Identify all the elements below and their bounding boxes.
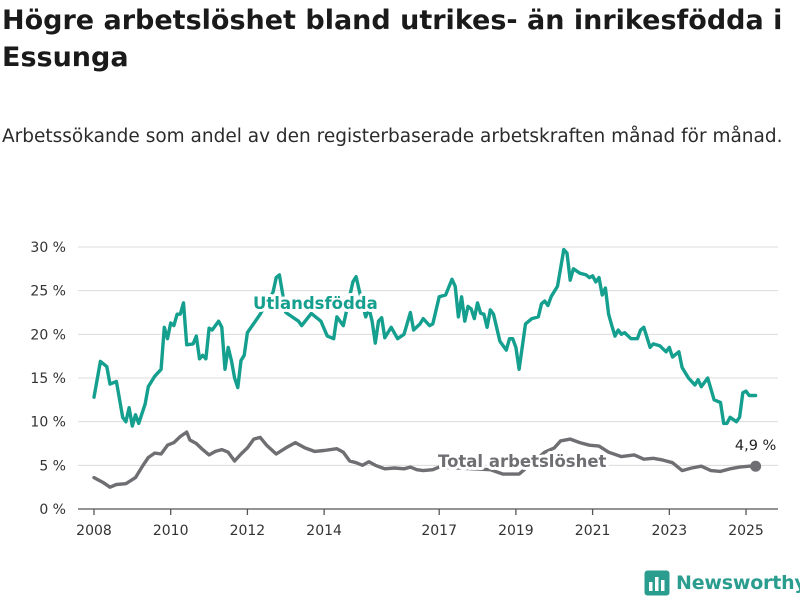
chart-subtitle: Arbetssökande som andel av den registerb…: [2, 126, 783, 147]
chart-title: Högre arbetslöshet bland utrikes- än inr…: [2, 5, 783, 73]
series-line-utlandsfodda: [92, 247, 758, 428]
end-value-label: 4,9 %: [735, 438, 776, 454]
y-tick-label: 25 %: [30, 284, 66, 300]
y-tick-label: 30 %: [30, 240, 66, 256]
x-tick-label: 2023: [652, 523, 688, 539]
x-tick-label: 2008: [76, 523, 112, 539]
series-line-total: [92, 430, 758, 489]
y-tick-label: 15 %: [30, 371, 66, 387]
x-tick-label: 2010: [153, 523, 189, 539]
newsworthy-logo: Newsworthy: [644, 569, 800, 597]
x-tick-label: 2025: [728, 523, 764, 539]
y-tick-label: 10 %: [30, 415, 66, 431]
grid-layer: [78, 246, 778, 466]
x-tick-label: 2019: [498, 523, 534, 539]
y-tick-label: 5 %: [39, 458, 66, 474]
x-tick-label: 2014: [306, 523, 342, 539]
axis-layer: 0 % 5 % 10 % 15 % 20 % 25 % 30 % 2008 2010 2012 20…: [30, 240, 778, 539]
x-tick-label: 2012: [230, 523, 266, 539]
series-end-marker: [750, 460, 762, 472]
series-label-total: Total arbetslöshet: [438, 452, 607, 471]
logo-text: Newsworthy: [676, 572, 800, 594]
series-layer: [92, 247, 762, 489]
series-label-total-halo: Total arbetslöshet: [438, 452, 607, 471]
y-tick-label: 20 %: [30, 327, 66, 343]
series-label-utlandsfodda-halo: Utlandsfödda: [253, 294, 378, 313]
series-label-utlandsfodda: Utlandsfödda: [253, 294, 378, 313]
x-tick-label: 2021: [575, 523, 611, 539]
x-tick-label: 2017: [421, 523, 457, 539]
y-tick-label: 0 %: [39, 502, 66, 518]
newsworthy-logo-icon: [644, 570, 670, 596]
